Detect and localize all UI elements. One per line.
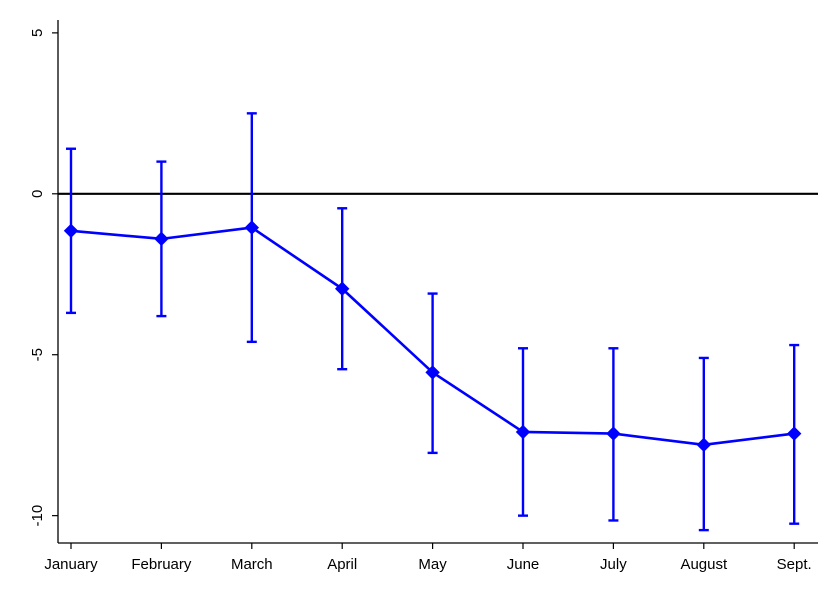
y-tick-label: -5	[29, 348, 46, 361]
x-tick-label: January	[44, 556, 98, 573]
x-tick-label: February	[131, 556, 192, 573]
tick-labels: 5 0 -5 -10 January February March April May June J…	[29, 29, 812, 573]
data-point-marker	[63, 223, 79, 239]
y-tick-label: 5	[29, 29, 46, 37]
data-point-marker	[786, 426, 802, 441]
markers	[63, 220, 802, 453]
x-tick-label: Sept.	[777, 556, 812, 573]
x-tick-label: June	[507, 556, 540, 573]
x-tick-label: March	[231, 556, 273, 573]
y-tick-label: 0	[29, 190, 46, 198]
x-tick-label: July	[600, 556, 627, 573]
data-point-marker	[244, 220, 260, 235]
data-point-marker	[425, 365, 440, 380]
axes	[52, 20, 818, 549]
data-point-marker	[696, 437, 712, 453]
data-point-marker	[606, 426, 621, 441]
y-tick-label: -10	[29, 505, 46, 527]
data-point-marker	[515, 424, 531, 440]
data-point-marker	[154, 231, 169, 247]
error-bars	[66, 112, 800, 532]
x-tick-label: May	[418, 556, 447, 573]
x-tick-label: April	[327, 556, 357, 573]
x-tick-label: August	[680, 556, 728, 573]
data-point-marker	[334, 281, 350, 296]
